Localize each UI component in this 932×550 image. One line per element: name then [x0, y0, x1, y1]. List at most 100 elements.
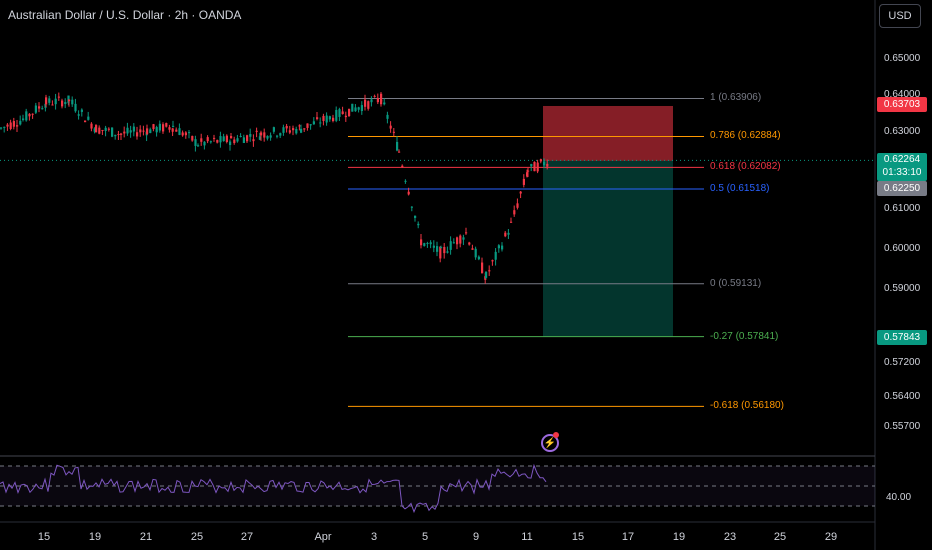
date-axis-label: 25: [190, 531, 204, 543]
candle-body: [149, 129, 152, 134]
fib-level-label: -0.618 (0.56180): [710, 400, 784, 412]
date-axis-label: 27: [240, 531, 254, 543]
price-axis-label: 0.65000: [884, 53, 921, 64]
candle-body: [84, 120, 87, 123]
candle-body: [370, 99, 373, 103]
candle-body: [74, 103, 77, 112]
currency-button[interactable]: USD: [879, 4, 921, 28]
candle-body: [494, 251, 497, 260]
candle-body: [132, 126, 135, 132]
candle-body: [263, 132, 266, 138]
candle-body: [225, 135, 228, 142]
candle-body: [129, 130, 132, 133]
fib-level-label: 0.5 (0.61518): [710, 183, 770, 195]
fib-level-label: -0.27 (0.57841): [710, 330, 779, 342]
candle-body: [383, 102, 386, 105]
candle-body: [417, 223, 420, 226]
candle-body: [539, 159, 542, 162]
candle-body: [246, 135, 249, 142]
candle-body: [477, 256, 480, 260]
date-axis-label: Apr: [314, 531, 332, 543]
date-axis-label: 9: [472, 531, 480, 543]
candle-body: [351, 103, 354, 112]
candle-body: [175, 129, 178, 132]
candle-body: [360, 105, 363, 112]
candle-body: [513, 210, 516, 215]
candle-body: [206, 137, 209, 142]
candle-body: [213, 137, 216, 139]
candle-body: [497, 245, 500, 249]
candle-body: [123, 131, 126, 134]
candle-body: [373, 95, 376, 97]
candle-body: [165, 123, 168, 127]
notification-dot: [553, 432, 559, 438]
date-axis-label: 3: [370, 531, 378, 543]
price-axis-label: 0.59000: [884, 283, 921, 294]
candle-body: [31, 113, 34, 115]
candle-body: [93, 128, 96, 132]
candle-body: [522, 178, 525, 185]
candle-body: [95, 125, 98, 133]
candle-body: [9, 122, 12, 129]
candle-body: [197, 145, 200, 147]
candle-body: [107, 128, 110, 130]
candle-body: [239, 135, 242, 137]
date-axis-label: 15: [37, 531, 51, 543]
candle-body: [191, 136, 194, 141]
candle-body: [316, 117, 319, 120]
date-axis-label: 19: [88, 531, 102, 543]
price-axis-label: 0.61000: [884, 203, 921, 214]
candle-body: [41, 108, 44, 110]
flash-icon[interactable]: ⚡: [541, 434, 559, 452]
candle-body: [252, 139, 255, 142]
candle-body: [48, 98, 51, 103]
candle-body: [510, 221, 513, 223]
candle-body: [527, 170, 530, 172]
price-axis-label: 0.63000: [884, 126, 921, 137]
candle-body: [426, 242, 429, 244]
candle-body: [481, 262, 484, 274]
candle-body: [87, 116, 90, 120]
candle-body: [530, 163, 533, 167]
candle-body: [533, 161, 536, 172]
take-profit-zone: [543, 160, 673, 337]
candle-body: [152, 124, 155, 130]
candle-body: [230, 136, 233, 139]
candle-body: [401, 165, 404, 168]
candle-body: [536, 162, 539, 172]
candle-body: [68, 99, 71, 102]
candle-body: [188, 132, 191, 134]
date-axis-label: 17: [621, 531, 635, 543]
date-axis-label: 25: [773, 531, 787, 543]
price-axis-label: 0.64000: [884, 89, 921, 100]
candle-body: [309, 124, 312, 126]
candle-body: [491, 260, 494, 262]
candle-body: [57, 96, 60, 98]
date-axis-label: 29: [824, 531, 838, 543]
candle-body: [407, 191, 410, 195]
candle-body: [3, 126, 6, 128]
candle-body: [45, 97, 48, 105]
price-axis-label: 0.57200: [884, 357, 921, 368]
fib-level-label: 0.786 (0.62884): [710, 130, 781, 142]
candle-body: [104, 127, 107, 131]
fib-level-label: 0 (0.59131): [710, 277, 762, 289]
candle-body: [459, 235, 462, 244]
candle-body: [222, 136, 225, 142]
target-price-tag: 0.57843: [877, 330, 927, 345]
candle-body: [90, 123, 93, 129]
candle-body: [146, 128, 149, 135]
candle-body: [429, 242, 432, 245]
entry-price-tag: 0.62250: [877, 181, 927, 196]
candle-body: [64, 102, 67, 105]
candle-body: [288, 130, 291, 133]
candle-body: [282, 127, 285, 133]
candle-body: [34, 105, 37, 113]
candle-body: [432, 245, 435, 248]
candle-body: [325, 115, 328, 123]
candle-body: [519, 191, 522, 194]
candle-body: [260, 132, 263, 136]
candle-body: [380, 93, 383, 105]
date-axis-label: 23: [723, 531, 737, 543]
